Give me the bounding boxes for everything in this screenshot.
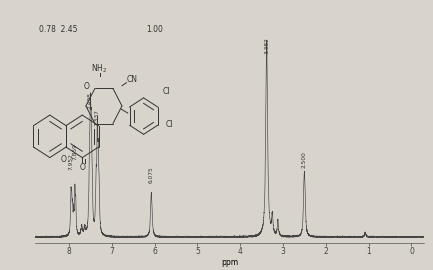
Text: 7.952: 7.952 — [68, 153, 74, 170]
Text: 1.00: 1.00 — [145, 25, 162, 34]
Text: 6.075: 6.075 — [149, 167, 154, 183]
Text: O: O — [84, 82, 90, 91]
Text: NH$_2$: NH$_2$ — [91, 62, 107, 75]
Text: 7.337: 7.337 — [95, 110, 100, 126]
Text: 7.498: 7.498 — [88, 92, 93, 109]
Text: O: O — [79, 163, 85, 172]
Text: Cl: Cl — [165, 120, 173, 129]
Text: CN: CN — [126, 75, 137, 84]
X-axis label: ppm: ppm — [221, 258, 238, 266]
Text: 3.382: 3.382 — [264, 37, 269, 54]
Text: 7.859: 7.859 — [72, 143, 78, 160]
Text: Cl: Cl — [162, 87, 170, 96]
Text: 0.78  2.45: 0.78 2.45 — [39, 25, 77, 34]
Text: 2.500: 2.500 — [302, 151, 307, 168]
Text: O: O — [60, 155, 66, 164]
